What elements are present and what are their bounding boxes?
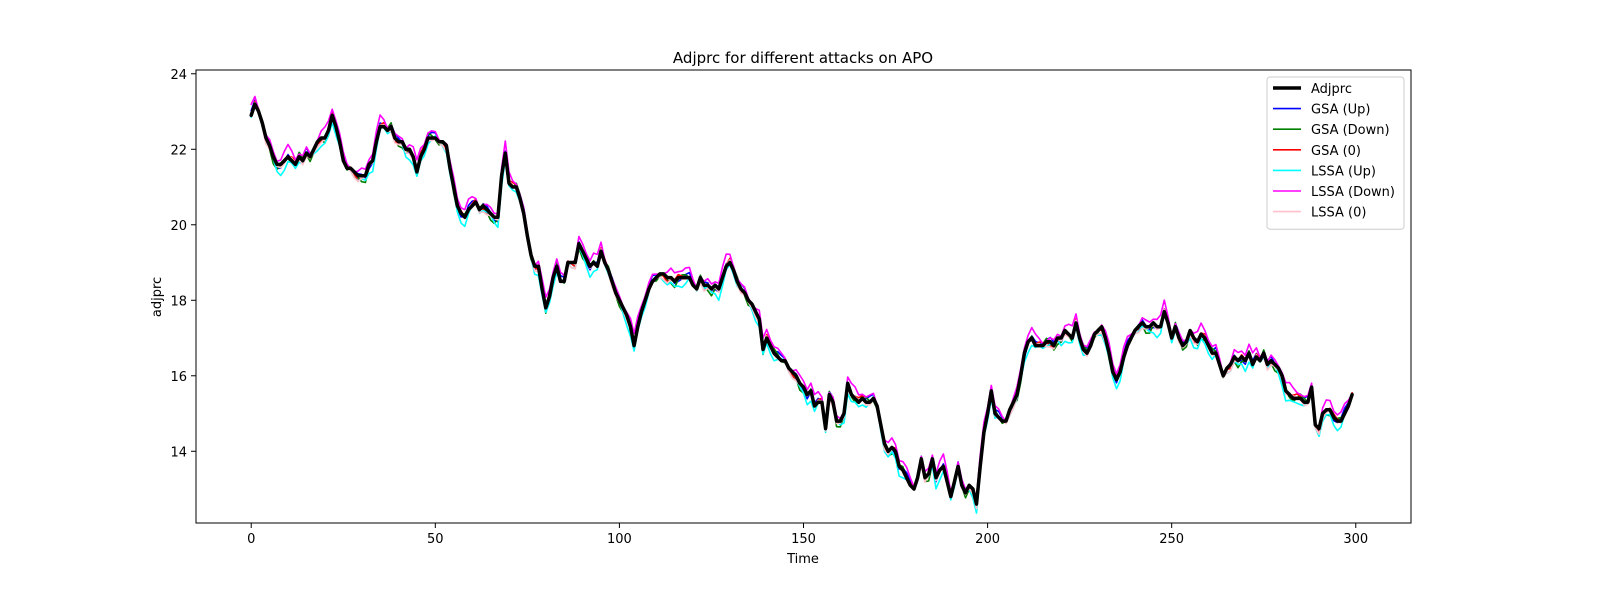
x-tick-label: 0 [247,532,255,547]
y-tick-label: 18 [170,294,187,309]
y-tick-label: 22 [170,143,187,158]
legend-label: LSSA (0) [1311,206,1366,221]
plot-area [249,95,1354,514]
legend-label: GSA (Up) [1311,103,1371,118]
x-tick-label: 250 [1159,532,1184,547]
series-line-lssa-down [250,95,1353,499]
x-tick-label: 300 [1343,532,1368,547]
y-tick-label: 20 [170,219,187,234]
x-tick-label: 50 [427,532,444,547]
y-axis-label: adjprc [150,277,165,317]
legend-label: LSSA (Down) [1311,185,1395,200]
x-tick-label: 150 [791,532,816,547]
legend: Adjprc GSA (Up) GSA (Down) GSA (0) LSSA (Up)… [1266,76,1405,230]
series-line-gsa-0 [250,100,1353,509]
x-tick-label: 100 [607,532,632,547]
legend-label: LSSA (Up) [1311,164,1376,179]
series-line-adjprc [249,102,1354,506]
x-axis: 0 50 100 150 200 250 300 [247,523,1368,547]
y-tick-label: 16 [170,370,187,385]
legend-label: GSA (0) [1311,144,1361,159]
legend-box [1266,76,1405,230]
x-axis-label: Time [786,552,819,567]
legend-label: Adjprc [1311,82,1352,97]
chart-title: Adjprc for different attacks on APO [673,49,933,67]
y-tick-label: 14 [170,445,187,460]
y-tick-label: 24 [170,68,187,83]
series-line-gsa-up [250,99,1353,506]
legend-label: GSA (Down) [1311,123,1390,138]
y-axis: 14 16 18 20 22 24 [170,68,196,460]
x-tick-label: 200 [975,532,1000,547]
